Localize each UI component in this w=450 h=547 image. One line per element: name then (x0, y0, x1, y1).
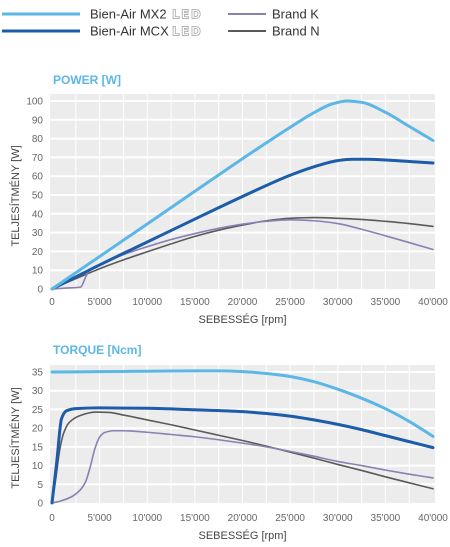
legend-item-bien-air-mx2: Bien-Air MX2 LED (2, 7, 202, 22)
y-tick-label: 25 (32, 405, 44, 416)
legend-label-bien-air-mx2: Bien-Air MX2 (90, 7, 167, 22)
x-tick-label: 35'000 (371, 297, 401, 308)
legend-label-brand-k: Brand K (272, 7, 319, 22)
chart-title: TORQUE [Ncm] (53, 343, 141, 357)
y-tick-label: 10 (32, 266, 44, 277)
legend-item-brand-n: Brand N (228, 24, 320, 39)
led-logo: LED (172, 25, 202, 39)
y-tick-label: 10 (32, 461, 44, 472)
x-axis-title: SEBESSÉG [rpm] (198, 313, 286, 326)
x-tick-label: 30'000 (323, 297, 353, 308)
x-tick-label: 40'000 (418, 513, 448, 524)
series-line-bien-air-mx2 (50, 99, 435, 291)
x-tick-label: 20'000 (228, 297, 258, 308)
x-tick-label: 5'000 (88, 297, 113, 308)
y-tick-label: 0 (37, 499, 43, 510)
y-tick-label: 70 (32, 153, 44, 164)
y-tick-label: 40 (32, 209, 44, 220)
power-chart: 0 10 20 30 40 50 60 70 80 90 100 0 5'000 10'000 15'000… (9, 73, 448, 326)
y-tick-label: 80 (32, 134, 44, 145)
x-tick-label: 25'000 (275, 513, 305, 524)
x-tick-label: 35'000 (371, 513, 401, 524)
x-tick-label: 0 (49, 297, 55, 308)
y-tick-label: 30 (32, 228, 44, 239)
torque-chart: 0 5 10 15 20 25 30 35 0 5'000 10'000 15'000 20'000 25… (9, 343, 448, 542)
series-line-bien-air-mcx (50, 406, 435, 505)
led-logo: LED (172, 8, 202, 22)
x-tick-label: 15'000 (180, 297, 210, 308)
legend-item-bien-air-mcx: Bien-Air MCX LED (2, 24, 202, 39)
y-tick-label: 50 (32, 191, 44, 202)
legend-label-bien-air-mcx: Bien-Air MCX (90, 24, 169, 39)
y-tick-label: 20 (32, 424, 44, 435)
legend-label-brand-n: Brand N (272, 24, 320, 39)
y-tick-label: 20 (32, 247, 44, 258)
series-line-brand-k (51, 429, 434, 504)
x-tick-label: 5'000 (88, 513, 113, 524)
y-tick-label: 60 (32, 172, 44, 183)
legend-item-brand-k: Brand K (228, 7, 319, 22)
x-tick-label: 15'000 (180, 513, 210, 524)
x-tick-label: 30'000 (323, 513, 353, 524)
x-tick-label: 40'000 (418, 297, 448, 308)
series-line-brand-k (51, 219, 434, 290)
series-line-brand-n (51, 216, 434, 290)
legend: Bien-Air MX2 LED Bien-Air MCX LED Brand … (2, 7, 320, 39)
x-tick-label: 10'000 (132, 513, 162, 524)
y-tick-label: 0 (37, 285, 43, 296)
y-axis-title: TELJESÍTMÉNY [W] (9, 145, 22, 246)
series-line-bien-air-mx2 (50, 369, 435, 438)
x-axis-title: SEBESSÉG [rpm] (198, 529, 286, 542)
x-tick-label: 20'000 (228, 513, 258, 524)
x-tick-label: 0 (49, 513, 55, 524)
y-tick-label: 5 (37, 480, 43, 491)
series-line-brand-n (51, 411, 434, 504)
y-axis-title: TELJESÍTMÉNY [W] (9, 387, 22, 488)
y-tick-label: 90 (32, 115, 44, 126)
y-tick-label: 30 (32, 386, 44, 397)
x-tick-label: 10'000 (132, 297, 162, 308)
y-tick-label: 35 (32, 368, 44, 379)
series-line-bien-air-mcx (50, 157, 435, 291)
x-tick-label: 25'000 (275, 297, 305, 308)
y-tick-label: 100 (26, 97, 43, 108)
y-tick-label: 15 (32, 442, 44, 453)
chart-title: POWER [W] (53, 73, 121, 87)
